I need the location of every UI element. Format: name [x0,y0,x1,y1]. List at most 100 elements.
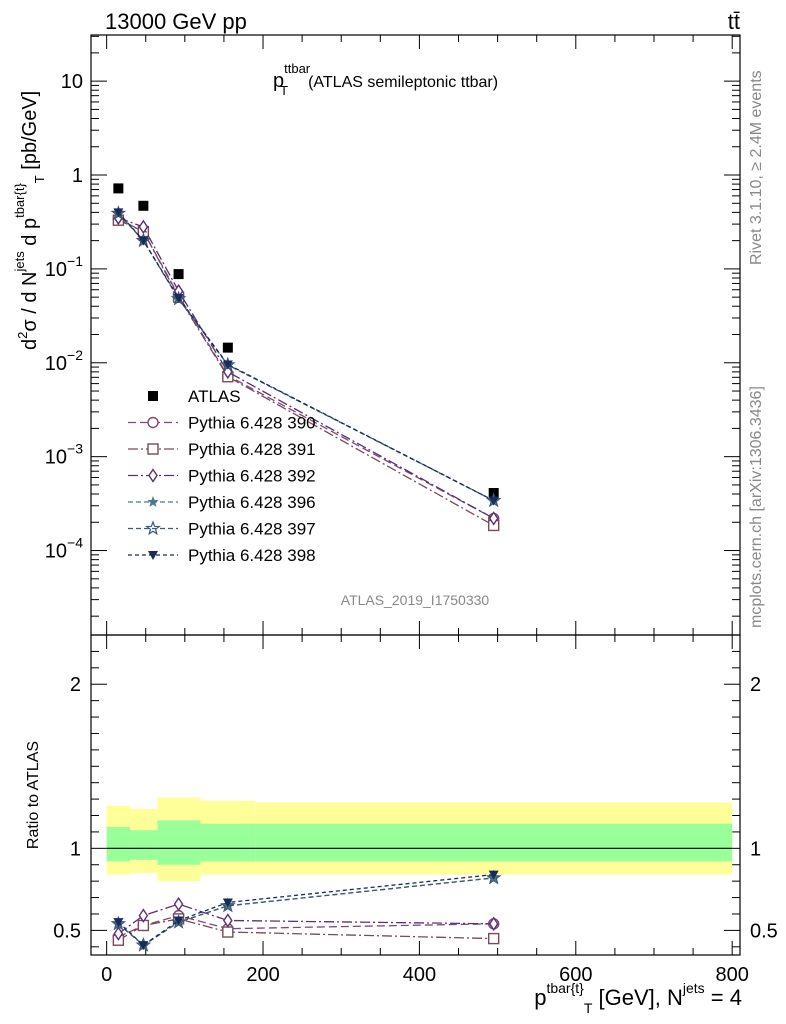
title-sup: ttbar [284,61,311,76]
ratio-series-line [117,873,494,947]
y-tick-label: 10−1 [45,253,83,281]
data-marker [147,496,159,507]
inner-band [106,827,131,862]
data-marker [173,293,184,303]
data-marker [113,926,124,941]
legend-entry-2: Pythia 6.428 391 [128,440,316,459]
x-tick-label: 0 [101,964,112,986]
x-tick-label: 600 [559,964,592,986]
series-line [118,219,495,527]
inner-band [200,823,256,862]
rivet-label: Rivet 3.1.10, ≥ 2.4M events [748,70,765,265]
series-5 [110,205,502,508]
data-marker [222,926,234,938]
main-frame [90,34,741,636]
y-tick-label: 10−3 [45,441,83,469]
analysis-label: ATLAS_2019_I1750330 [341,592,490,608]
data-marker [487,932,500,945]
data-marker [138,941,149,951]
ratio-series-5 [113,870,499,951]
legend-entry-5: Pythia 6.428 397 [128,520,316,539]
y-tick-base: 10 [45,353,67,375]
data-marker [145,520,161,536]
y-tick-base: 10 [45,541,67,563]
legend-entry-4: Pythia 6.428 396 [128,493,316,512]
data-marker [138,236,149,246]
data-marker [488,870,499,880]
ratio-y-tick-label-right: 0.5 [750,920,778,942]
data-marker [138,908,149,923]
title-rest: (ATLAS semileptonic ttbar) [308,74,498,91]
series-6 [113,208,499,506]
data-marker [488,916,499,932]
y-tick-base: 10 [45,447,67,469]
data-marker [222,913,233,928]
y-tick-label: 1 [72,165,83,187]
data-marker [173,916,184,926]
y-tick-label: 10−2 [45,347,83,375]
series-4 [112,207,500,506]
y-tick-label: 10 [61,71,83,93]
legend-entry-0: ATLAS [148,387,241,406]
legend-label: Pythia 6.428 390 [188,414,316,433]
ratio-ylabel: Ratio to ATLAS [25,741,42,849]
y-tick-exp: −2 [67,347,83,363]
legend-label: Pythia 6.428 396 [188,493,316,512]
legend-label: Pythia 6.428 398 [188,546,316,565]
ratio-series-1 [112,913,500,946]
y-tick-exp: −1 [67,253,83,269]
ratio-y-tick-label-right: 2 [750,674,761,696]
data-marker [222,360,233,370]
data-marker [173,896,184,912]
ratio-y-tick-label: 2 [70,674,81,696]
y-tick-label: 10−4 [45,535,83,563]
data-marker [148,551,158,560]
y-tick-base: 10 [45,259,67,281]
legend-label: Pythia 6.428 392 [188,467,316,486]
legend-label: ATLAS [188,387,241,406]
legend-label: Pythia 6.428 397 [188,520,316,539]
main-ylabel: d2σ / d Njets d ptbar{t}T [pb/GeV] [12,91,47,350]
ratio-series-4 [110,869,502,952]
data-marker [138,200,149,211]
main-title: pttbar T (ATLAS semileptonic ttbar) [273,61,498,98]
data-marker [222,898,233,908]
ratio-series-2 [113,896,499,941]
uncertainty-bands [106,797,733,882]
legend-label: Pythia 6.428 391 [188,440,316,459]
ratio-series-3 [112,871,500,950]
data-marker [147,443,159,455]
data-marker [173,269,184,280]
data-marker [113,183,124,194]
mcplots-label: mcplots.cern.ch [arXiv:1306.3436] [748,386,765,628]
ratio-frame [90,634,741,956]
ratio-y-tick-label: 1 [70,838,81,860]
data-marker [113,208,124,218]
data-marker [148,391,158,401]
x-tick-label: 400 [403,964,436,986]
y-tick-exp: −3 [67,441,83,457]
ratio-series-line [118,918,494,941]
data-marker [488,511,499,526]
data-marker [488,496,499,506]
y-tick-base: 1 [72,165,83,187]
title-p: p [273,70,284,92]
inner-band [255,823,733,862]
legend-entry-6: Pythia 6.428 398 [128,546,316,565]
inner-band [130,830,158,860]
legend: ATLAS Pythia 6.428 390 Pythia 6.428 391 Pyt… [128,387,316,565]
process-label: tt̄ [728,9,740,34]
y-tick-base: 10 [61,71,83,93]
y-tick-exp: −4 [67,535,83,551]
legend-entry-1: Pythia 6.428 390 [128,414,316,433]
data-marker [222,342,233,353]
data-marker [148,468,158,483]
x-tick-label: 800 [715,964,748,986]
ratio-y-tick-label-right: 1 [750,838,761,860]
x-tick-label: 200 [246,964,279,986]
data-marker [147,416,159,429]
data-marker [113,918,124,928]
